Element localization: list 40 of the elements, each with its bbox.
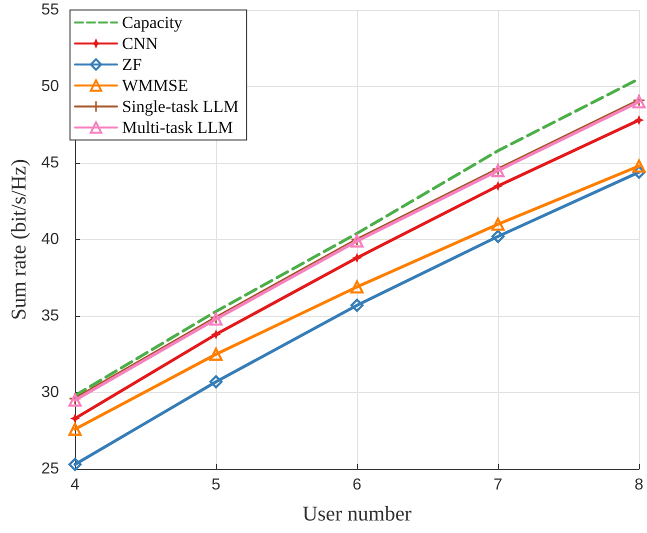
x-tick-label: 6 — [352, 476, 362, 494]
point — [350, 280, 364, 294]
point — [70, 414, 80, 424]
point — [209, 375, 223, 388]
point — [632, 159, 646, 173]
point — [491, 164, 505, 178]
y-tick-label: 45 — [41, 154, 60, 172]
x-tick-label: 4 — [70, 476, 80, 494]
point — [209, 312, 223, 326]
legend-label: ZF — [122, 55, 142, 74]
point — [634, 115, 644, 126]
legend-label: Capacity — [122, 13, 183, 32]
y-tick-label: 40 — [41, 231, 60, 248]
y-tick-label: 35 — [41, 308, 60, 324]
y-axis-title: Sum rate (bit/s/Hz) — [6, 159, 30, 320]
legend-label: Single-task LLM — [122, 97, 239, 116]
point — [352, 252, 362, 263]
legend-label: Multi-task LLM — [122, 118, 233, 137]
point — [68, 422, 82, 436]
point — [632, 166, 646, 179]
y-tick-label: 55 — [41, 2, 60, 18]
point — [632, 95, 646, 108]
point — [491, 218, 505, 231]
y-tick-label: 25 — [41, 460, 60, 478]
legend-label: WMMSE — [122, 76, 188, 95]
point — [209, 348, 223, 361]
point — [350, 234, 364, 248]
y-tick-label: 30 — [41, 384, 60, 401]
point — [491, 230, 505, 244]
y-tick-label: 50 — [41, 78, 60, 95]
point — [493, 180, 503, 191]
point — [68, 458, 82, 472]
x-tick-label: 5 — [212, 476, 221, 494]
legend-label: CNN — [122, 34, 158, 53]
point — [68, 394, 82, 407]
x-tick-label: 8 — [634, 476, 644, 494]
x-axis-title: User number — [302, 502, 412, 526]
point — [350, 298, 364, 312]
x-tick-label: 7 — [494, 476, 503, 494]
point — [211, 329, 221, 340]
